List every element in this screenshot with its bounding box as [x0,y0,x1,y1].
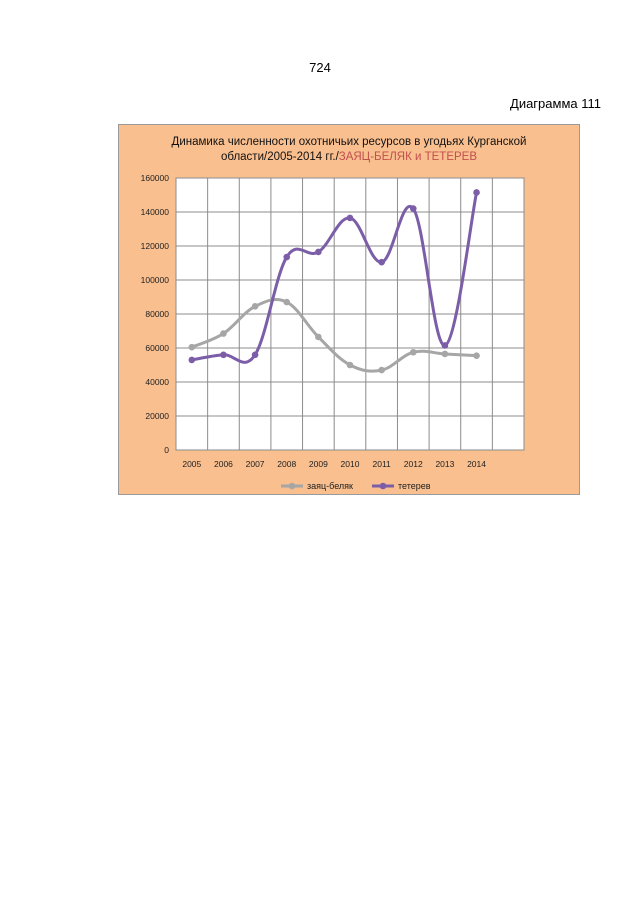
x-tick-label: 2011 [372,459,391,469]
y-tick-label: 100000 [141,275,170,285]
series-point-0 [441,350,449,358]
y-tick-label: 160000 [141,173,170,183]
series-point-1 [283,253,291,261]
series-point-1 [346,214,354,222]
series-line-0 [191,298,477,373]
series-point-0 [346,361,354,369]
y-tick-label: 120000 [141,241,170,251]
series-point-0 [283,298,291,306]
x-tick-label: 2007 [246,459,265,469]
series-point-1 [473,189,480,196]
series-point-1 [441,342,449,349]
series-point-0 [473,352,480,359]
y-tick-label: 0 [164,445,169,455]
x-tick-label: 2005 [182,459,201,469]
chart-title-line2-prefix: области/2005-2014 гг./ [220,151,339,163]
x-tick-label: 2013 [435,459,454,469]
series-point-1 [315,248,322,256]
legend-label: заяц-беляк [307,481,353,491]
x-tick-label: 2006 [214,459,233,469]
line-chart: 0 20000 40000 60000 80000 100000 120000 140000 1… [141,173,525,491]
page-number: 724 [309,60,331,75]
series-point-0 [220,330,227,337]
legend-marker-1 [379,482,387,490]
legend-label: тетерев [398,481,431,491]
series-point-0 [315,333,322,341]
x-tick-label: 2010 [341,459,360,469]
y-tick-label: 140000 [141,207,170,217]
chart-title: Динамика численности охотничьих ресурсов… [119,135,579,165]
y-tick-label: 20000 [145,411,169,421]
series-point-0 [409,348,417,356]
x-tick-label: 2009 [309,459,328,469]
x-tick-label: 2012 [404,459,423,469]
chart-title-line2: области/2005-2014 гг./ЗАЯЦ-БЕЛЯК и ТЕТЕР… [119,150,579,165]
series-point-1 [188,356,196,364]
series-point-0 [188,343,196,351]
y-tick-label: 80000 [145,309,169,319]
y-tick-label: 60000 [145,343,169,353]
chart-title-line1: Динамика численности охотничьих ресурсов… [171,136,527,148]
series-point-1 [251,351,259,359]
series-point-0 [378,366,385,374]
x-tick-label: 2014 [467,459,486,469]
series-point-0 [251,303,259,310]
series-point-1 [378,258,385,266]
chart-frame: Динамика численности охотничьих ресурсов… [118,124,580,495]
legend-marker-0 [288,482,296,490]
chart-title-line2-accent: ЗАЯЦ-БЕЛЯК и ТЕТЕРЕВ [338,151,478,163]
y-tick-label: 40000 [145,377,169,387]
series-point-1 [409,205,417,212]
series-point-1 [220,351,227,359]
x-tick-label: 2008 [277,459,296,469]
diagram-label: Диаграмма 111 [510,96,601,111]
